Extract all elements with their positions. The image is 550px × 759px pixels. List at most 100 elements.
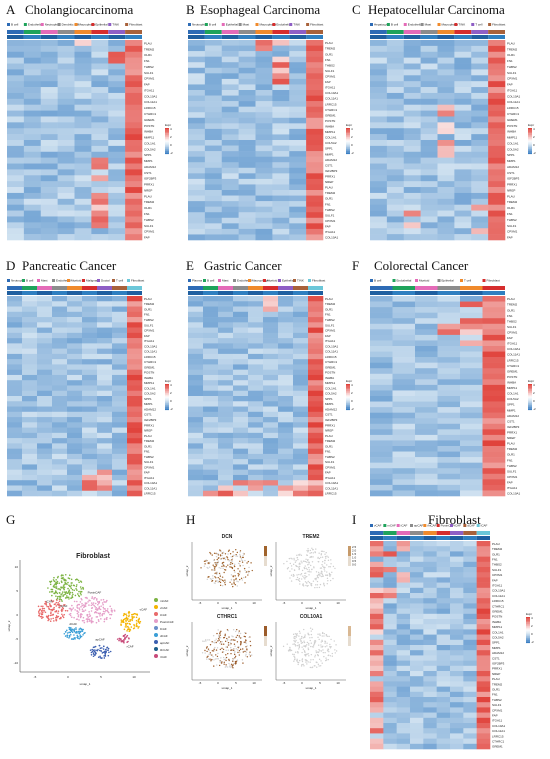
heatmap-cell <box>188 228 206 235</box>
heatmap-cell <box>454 69 472 76</box>
heatmap-cell <box>293 343 309 349</box>
umap-point <box>207 658 210 660</box>
column-annotation <box>476 536 490 540</box>
heatmap-cell <box>278 411 294 418</box>
gene-label: FAP <box>325 225 331 229</box>
heatmap-cell <box>204 234 223 241</box>
heatmap-cell <box>392 434 416 441</box>
heatmap-cell <box>488 140 506 147</box>
umap-point <box>301 651 303 654</box>
heatmap-cell <box>67 459 83 465</box>
gene-label: SULF1 <box>144 323 154 327</box>
heatmap-cell <box>272 184 290 191</box>
umap-point <box>88 618 91 621</box>
heatmap-cell <box>272 62 290 69</box>
heatmap-cell <box>255 73 273 80</box>
heatmap-cell <box>188 306 204 313</box>
heatmap-cell <box>386 92 405 100</box>
heatmap-cell <box>370 187 388 194</box>
heatmap-cell <box>218 364 234 370</box>
umap-point <box>326 645 328 647</box>
umap-point <box>310 653 313 656</box>
heatmap-cell <box>454 157 472 164</box>
heatmap-cell <box>238 212 256 219</box>
legend-gradient <box>348 554 351 556</box>
heatmap-cell <box>423 608 437 615</box>
heatmap-cell <box>108 92 126 100</box>
umap-point <box>216 573 218 576</box>
heatmap-cell <box>410 712 424 719</box>
heatmap-cell <box>263 485 279 492</box>
umap-point <box>332 565 335 568</box>
heatmap-cell <box>308 448 324 455</box>
heatmap-cell <box>420 228 438 235</box>
heatmap-cell <box>396 733 411 739</box>
heatmap-cell <box>22 427 38 434</box>
umap-point <box>230 556 232 558</box>
column-annotation <box>7 291 22 295</box>
heatmap-cell <box>437 351 461 358</box>
heatmap-cell <box>127 343 143 349</box>
heatmap-cell <box>415 346 438 352</box>
heatmap-cell <box>460 440 483 447</box>
heatmap-cell <box>383 738 397 745</box>
x-axis-label: umap_1 <box>306 686 317 690</box>
heatmap-cell <box>108 228 126 235</box>
heatmap-cell <box>22 438 38 444</box>
heatmap-cell <box>248 396 264 402</box>
heatmap-cell <box>450 551 464 557</box>
umap-point <box>330 563 332 565</box>
heatmap-cell <box>37 306 53 313</box>
heatmap-cell <box>463 681 477 687</box>
umap-point <box>100 605 102 607</box>
heatmap-cell <box>386 116 405 123</box>
heatmap-cell <box>255 206 273 213</box>
heatmap-cell <box>463 660 477 667</box>
umap-point <box>319 567 322 569</box>
umap-point <box>232 649 235 652</box>
umap-point <box>213 559 215 561</box>
umap-point <box>212 635 215 637</box>
gene-label: THBS2 <box>492 698 502 702</box>
umap-point <box>292 643 294 646</box>
umap-point <box>312 580 315 582</box>
heatmap-cell <box>218 296 234 302</box>
gene-label: COL1A1 <box>507 392 519 396</box>
heatmap-cell <box>127 348 143 355</box>
panel-title: Hepatocellular Carcinoma <box>368 2 505 17</box>
heatmap-cell <box>460 340 483 347</box>
umap-point <box>245 639 247 642</box>
heatmap-cell <box>289 151 307 157</box>
umap-point <box>224 634 226 637</box>
heatmap-cell <box>420 134 438 141</box>
heatmap-cell <box>436 572 451 578</box>
heatmap-cell <box>289 156 307 163</box>
heatmap-cell <box>37 396 53 402</box>
gene-label: FN1 <box>325 313 331 317</box>
heatmap-cell <box>423 582 437 589</box>
gene-label: CPXM1 <box>507 77 518 81</box>
heatmap-cell <box>23 140 42 147</box>
heatmap-cell <box>386 98 405 106</box>
heatmap-cell <box>471 104 489 111</box>
heatmap-cell <box>82 348 98 355</box>
legend-gradient <box>165 139 169 142</box>
legend-gradient <box>526 622 530 624</box>
umap-point <box>303 628 305 631</box>
umap-point <box>109 617 112 620</box>
heatmap-cell <box>488 163 506 170</box>
umap-point <box>99 657 102 659</box>
heatmap-cell <box>383 546 397 552</box>
heatmap-cell <box>293 332 309 339</box>
umap-point <box>296 557 299 559</box>
heatmap-cell <box>204 223 223 230</box>
heatmap-cell <box>221 228 239 235</box>
legend-gradient <box>348 632 351 634</box>
heatmap-cell <box>463 639 477 646</box>
umap-point <box>92 602 95 604</box>
umap-point <box>294 643 296 646</box>
gene-label: POSTN <box>507 375 517 379</box>
umap-point <box>238 650 241 652</box>
column-annotation <box>67 291 82 295</box>
column-annotation <box>436 531 450 535</box>
